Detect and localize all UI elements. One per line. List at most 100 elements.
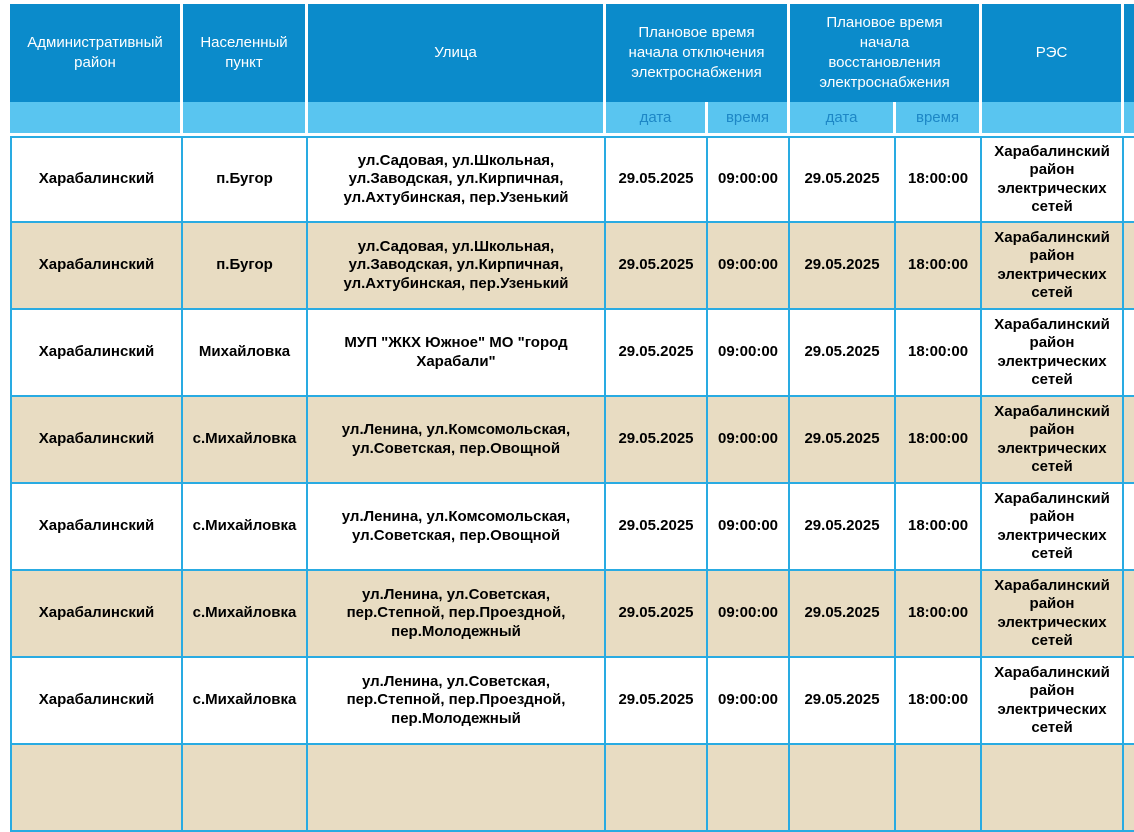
table-row: Харабалинский с.Михайловка ул.Ленина, ул… [10,397,1134,484]
cell-restore-time: 18:00:00 [896,397,983,484]
cell-settlement [183,745,308,832]
cell-settlement: с.Михайловка [183,658,308,745]
cell-res: Харабалинский район электрических сетей [982,658,1125,745]
cell-cutoff [1124,571,1134,658]
cell-outage-date: 29.05.2025 [606,397,708,484]
table-row: Харабалинский п.Бугор ул.Садовая, ул.Шко… [10,136,1134,223]
cell-restore-time: 18:00:00 [896,223,983,310]
table-body: Харабалинский п.Бугор ул.Садовая, ул.Шко… [10,136,1134,832]
cell-street [308,745,606,832]
cell-outage-date: 29.05.2025 [606,484,708,571]
subheader-empty-street [308,102,606,136]
outage-schedule-table: Административный район Населенный пункт … [10,4,1134,832]
header-restore-group: Плановое время начала восстановления эле… [790,4,983,102]
cell-restore-date: 29.05.2025 [790,484,897,571]
cell-district: Харабалинский [10,223,183,310]
header-cutoff-column [1124,4,1134,102]
cell-outage-date: 29.05.2025 [606,658,708,745]
cell-outage-time: 09:00:00 [708,223,791,310]
table-header: Административный район Населенный пункт … [10,4,1134,136]
cell-restore-date: 29.05.2025 [790,571,897,658]
cell-restore-time: 18:00:00 [896,571,983,658]
header-row-main: Административный район Населенный пункт … [10,4,1134,102]
cell-outage-date: 29.05.2025 [606,223,708,310]
subheader-restore-date: дата [790,102,897,136]
cell-district: Харабалинский [10,397,183,484]
cell-street: ул.Ленина, ул.Комсомольская, ул.Советска… [308,484,606,571]
cell-settlement: с.Михайловка [183,397,308,484]
cell-outage-time: 09:00:00 [708,136,791,223]
cell-cutoff [1124,223,1134,310]
cell-street: МУП "ЖКХ Южное" МО "город Харабали" [308,310,606,397]
header-row-sub: дата время дата время [10,102,1134,136]
header-outage-group: Плановое время начала отключения электро… [606,4,791,102]
header-district: Административный район [10,4,183,102]
cell-outage-time: 09:00:00 [708,484,791,571]
cell-district: Харабалинский [10,571,183,658]
cell-restore-time: 18:00:00 [896,310,983,397]
cell-street: ул.Садовая, ул.Школьная, ул.Заводская, у… [308,136,606,223]
header-res: РЭС [982,4,1125,102]
cell-district [10,745,183,832]
cell-res: Харабалинский район электрических сетей [982,223,1125,310]
cell-restore-time [896,745,983,832]
cell-outage-date: 29.05.2025 [606,571,708,658]
cell-res: Харабалинский район электрических сетей [982,310,1125,397]
table-row: Харабалинский с.Михайловка ул.Ленина, ул… [10,658,1134,745]
cell-outage-time: 09:00:00 [708,658,791,745]
cell-cutoff [1124,310,1134,397]
cell-outage-date: 29.05.2025 [606,310,708,397]
cell-district: Харабалинский [10,310,183,397]
header-street: Улица [308,4,606,102]
cell-outage-time: 09:00:00 [708,310,791,397]
cell-restore-time: 18:00:00 [896,484,983,571]
subheader-empty-cutoff [1124,102,1134,136]
cell-street: ул.Ленина, ул.Комсомольская, ул.Советска… [308,397,606,484]
cell-settlement: с.Михайловка [183,484,308,571]
table-row: Харабалинский с.Михайловка ул.Ленина, ул… [10,484,1134,571]
cell-restore-date: 29.05.2025 [790,223,897,310]
cell-settlement: п.Бугор [183,136,308,223]
cell-res: Харабалинский район электрических сетей [982,484,1125,571]
cell-restore-date: 29.05.2025 [790,136,897,223]
table-row: Харабалинский Михайловка МУП "ЖКХ Южное"… [10,310,1134,397]
table-row: Харабалинский с.Михайловка ул.Ленина, ул… [10,571,1134,658]
cell-cutoff [1124,658,1134,745]
cell-district: Харабалинский [10,136,183,223]
cell-outage-date: 29.05.2025 [606,136,708,223]
subheader-outage-time: время [708,102,791,136]
cell-cutoff [1124,397,1134,484]
cell-district: Харабалинский [10,484,183,571]
cell-restore-time: 18:00:00 [896,658,983,745]
cell-outage-date [606,745,708,832]
cell-outage-time [708,745,791,832]
cell-restore-time: 18:00:00 [896,136,983,223]
cell-cutoff [1124,136,1134,223]
cell-outage-time: 09:00:00 [708,397,791,484]
cell-street: ул.Ленина, ул.Советская, пер.Степной, пе… [308,658,606,745]
subheader-restore-time: время [896,102,983,136]
cell-res: Харабалинский район электрических сетей [982,397,1125,484]
cell-settlement: п.Бугор [183,223,308,310]
cell-settlement: с.Михайловка [183,571,308,658]
table-row: Харабалинский п.Бугор ул.Садовая, ул.Шко… [10,223,1134,310]
subheader-outage-date: дата [606,102,708,136]
cell-settlement: Михайловка [183,310,308,397]
cell-outage-time: 09:00:00 [708,571,791,658]
cell-res: Харабалинский район электрических сетей [982,136,1125,223]
table-row-partial [10,745,1134,832]
header-settlement: Населенный пункт [183,4,308,102]
subheader-empty-res [982,102,1125,136]
cell-cutoff [1124,745,1134,832]
cell-district: Харабалинский [10,658,183,745]
cell-res: Харабалинский район электрических сетей [982,571,1125,658]
subheader-empty-district [10,102,183,136]
cell-street: ул.Ленина, ул.Советская, пер.Степной, пе… [308,571,606,658]
outage-schedule-table-container: Административный район Населенный пункт … [10,4,1134,832]
cell-restore-date: 29.05.2025 [790,310,897,397]
subheader-empty-settlement [183,102,308,136]
cell-cutoff [1124,484,1134,571]
cell-restore-date [790,745,897,832]
cell-restore-date: 29.05.2025 [790,397,897,484]
cell-street: ул.Садовая, ул.Школьная, ул.Заводская, у… [308,223,606,310]
